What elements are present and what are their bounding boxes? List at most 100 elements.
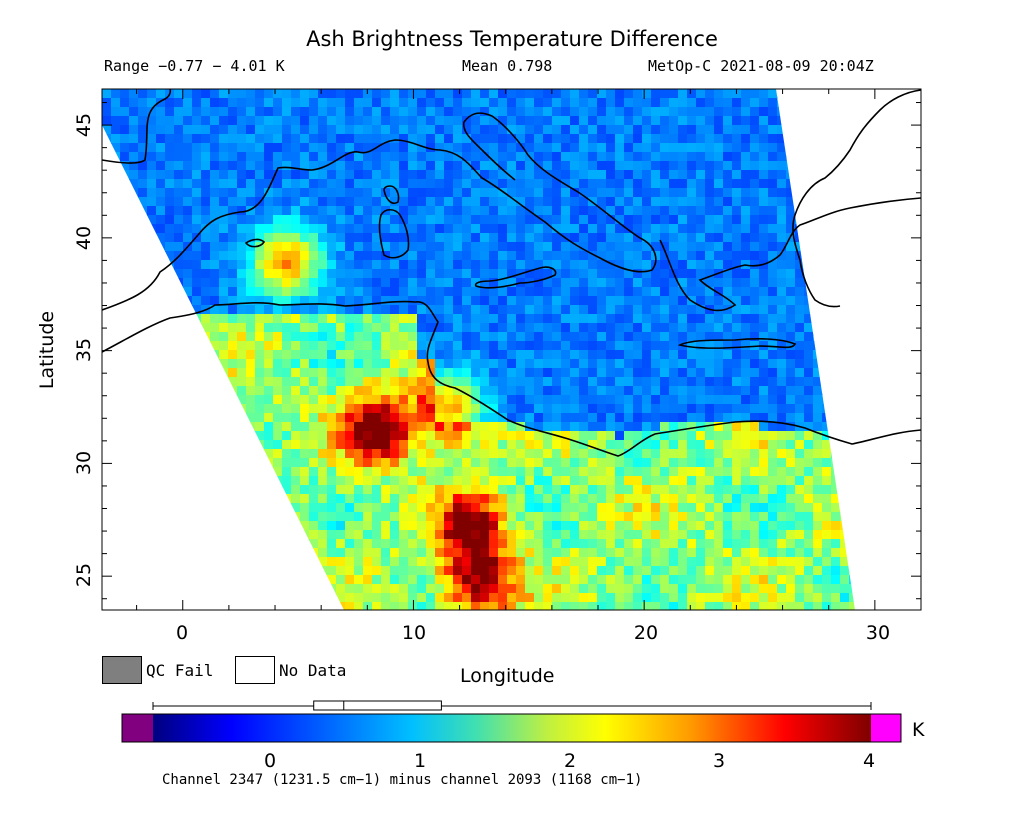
ash-pixel bbox=[363, 494, 373, 504]
ash-pixel bbox=[435, 251, 445, 261]
ash-pixel bbox=[219, 215, 229, 225]
ash-pixel bbox=[309, 251, 319, 261]
ash-pixel bbox=[183, 215, 193, 225]
ash-pixel bbox=[579, 89, 589, 99]
ash-pixel bbox=[543, 305, 553, 315]
ash-pixel bbox=[498, 386, 508, 396]
ash-pixel bbox=[588, 314, 598, 324]
ash-pixel bbox=[525, 368, 535, 378]
ash-pixel bbox=[597, 386, 607, 396]
ash-pixel bbox=[291, 377, 301, 387]
ash-pixel bbox=[786, 341, 796, 351]
ash-pixel bbox=[246, 260, 256, 270]
ash-pixel bbox=[255, 530, 265, 540]
ash-pixel bbox=[417, 332, 427, 342]
ash-pixel bbox=[795, 530, 805, 540]
ash-pixel bbox=[282, 521, 292, 531]
ash-pixel bbox=[696, 143, 706, 153]
ash-pixel bbox=[174, 575, 184, 585]
ash-pixel bbox=[723, 98, 733, 108]
ash-pixel bbox=[327, 521, 337, 531]
ash-pixel bbox=[363, 449, 373, 459]
ash-pixel bbox=[750, 224, 760, 234]
ash-pixel bbox=[174, 107, 184, 117]
ash-pixel bbox=[426, 332, 436, 342]
ash-pixel bbox=[579, 341, 589, 351]
ash-pixel bbox=[813, 512, 823, 522]
ash-pixel bbox=[912, 179, 922, 189]
ash-pixel bbox=[741, 323, 751, 333]
ash-pixel bbox=[435, 296, 445, 306]
ash-pixel bbox=[354, 521, 364, 531]
ash-pixel bbox=[579, 449, 589, 459]
ash-pixel bbox=[759, 422, 769, 432]
ash-pixel bbox=[606, 278, 616, 288]
ash-pixel bbox=[102, 215, 112, 225]
ash-pixel bbox=[606, 512, 616, 522]
ash-pixel bbox=[435, 143, 445, 153]
ash-pixel bbox=[678, 350, 688, 360]
ash-pixel bbox=[327, 350, 337, 360]
ash-pixel bbox=[219, 494, 229, 504]
ash-pixel bbox=[705, 431, 715, 441]
ash-pixel bbox=[723, 395, 733, 405]
ash-pixel bbox=[345, 287, 355, 297]
ash-pixel bbox=[372, 350, 382, 360]
ash-pixel bbox=[354, 413, 364, 423]
ash-pixel bbox=[237, 503, 247, 513]
ash-pixel bbox=[804, 422, 814, 432]
ash-pixel bbox=[462, 548, 472, 558]
ash-pixel bbox=[210, 152, 220, 162]
ash-pixel bbox=[894, 332, 904, 342]
ash-pixel bbox=[246, 269, 256, 279]
ash-pixel bbox=[246, 125, 256, 135]
ash-pixel bbox=[588, 530, 598, 540]
ash-pixel bbox=[237, 323, 247, 333]
ash-pixel bbox=[201, 530, 211, 540]
ash-pixel bbox=[741, 395, 751, 405]
ash-pixel bbox=[336, 368, 346, 378]
ash-pixel bbox=[408, 404, 418, 414]
ash-pixel bbox=[885, 269, 895, 279]
ash-pixel bbox=[723, 89, 733, 99]
ash-pixel bbox=[516, 413, 526, 423]
ash-pixel bbox=[786, 485, 796, 495]
ash-pixel bbox=[174, 179, 184, 189]
ash-pixel bbox=[165, 107, 175, 117]
ash-pixel bbox=[552, 350, 562, 360]
ash-pixel bbox=[129, 440, 139, 450]
ash-pixel bbox=[741, 440, 751, 450]
ash-pixel bbox=[570, 188, 580, 198]
ash-pixel bbox=[318, 422, 328, 432]
ash-pixel bbox=[894, 179, 904, 189]
ash-pixel bbox=[876, 251, 886, 261]
ash-pixel bbox=[327, 341, 337, 351]
ash-pixel bbox=[228, 179, 238, 189]
ash-pixel bbox=[327, 98, 337, 108]
ash-pixel bbox=[534, 368, 544, 378]
ash-pixel bbox=[237, 548, 247, 558]
ash-pixel bbox=[795, 503, 805, 513]
ash-pixel bbox=[876, 278, 886, 288]
ash-pixel bbox=[759, 386, 769, 396]
ash-pixel bbox=[291, 386, 301, 396]
ash-pixel bbox=[318, 467, 328, 477]
ash-pixel bbox=[525, 98, 535, 108]
ash-pixel bbox=[381, 314, 391, 324]
ash-pixel bbox=[345, 413, 355, 423]
ash-pixel bbox=[804, 548, 814, 558]
ash-pixel bbox=[300, 305, 310, 315]
ash-pixel bbox=[228, 98, 238, 108]
ash-pixel bbox=[219, 287, 229, 297]
ash-pixel bbox=[282, 449, 292, 459]
ash-pixel bbox=[651, 161, 661, 171]
ash-pixel bbox=[894, 395, 904, 405]
ash-pixel bbox=[750, 404, 760, 414]
ash-pixel bbox=[840, 467, 850, 477]
ash-pixel bbox=[642, 494, 652, 504]
ash-pixel bbox=[858, 566, 868, 576]
ash-pixel bbox=[471, 215, 481, 225]
ash-pixel bbox=[831, 548, 841, 558]
ash-pixel bbox=[399, 314, 409, 324]
ash-pixel bbox=[885, 503, 895, 513]
